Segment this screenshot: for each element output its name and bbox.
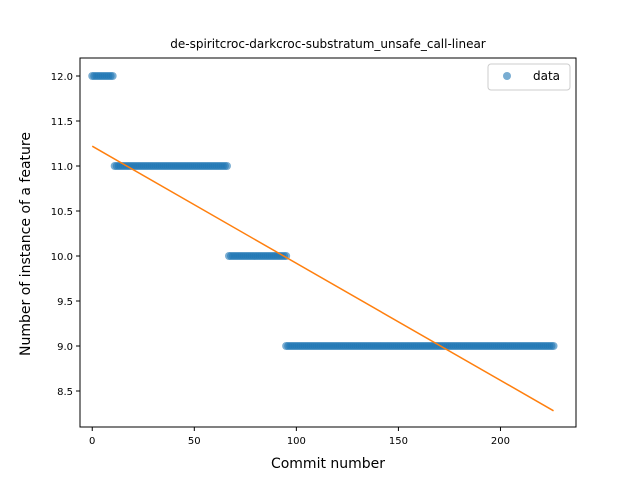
data-point	[549, 342, 558, 350]
y-tick-label: 10.0	[51, 252, 73, 263]
x-axis-label: Commit number	[271, 456, 385, 472]
y-axis: 8.5 9.0 9.5 10.0 10.5 11.0 11.5 12.0	[51, 72, 80, 398]
y-tick-label: 11.5	[51, 117, 73, 128]
legend: data	[487, 63, 571, 91]
x-tick-label: 150	[389, 436, 408, 447]
y-axis-label: Number of instance of a feature	[18, 132, 34, 356]
y-tick-label: 11.0	[51, 162, 73, 173]
chart-title: de-spiritcroc-darkcroc-substratum_unsafe…	[170, 37, 486, 51]
x-tick-label: 200	[491, 436, 510, 447]
y-tick-label: 10.5	[51, 207, 73, 218]
legend-marker-data	[503, 72, 511, 80]
axes-frame	[79, 57, 577, 428]
data-point	[108, 72, 117, 80]
plot-area	[88, 72, 558, 412]
y-tick-label: 9.5	[57, 297, 73, 308]
y-tick-label: 9.0	[57, 342, 73, 353]
x-axis: 0 50 100 150 200	[89, 427, 510, 447]
legend-label-data: data	[533, 69, 560, 83]
y-tick-label: 12.0	[51, 72, 73, 83]
x-tick-label: 0	[89, 436, 95, 447]
x-tick-label: 100	[287, 436, 306, 447]
y-tick-label: 8.5	[57, 387, 73, 398]
linear-fit-line	[91, 145, 554, 412]
legend-box	[487, 63, 571, 91]
data-point	[222, 162, 231, 170]
x-tick-label: 50	[188, 436, 201, 447]
